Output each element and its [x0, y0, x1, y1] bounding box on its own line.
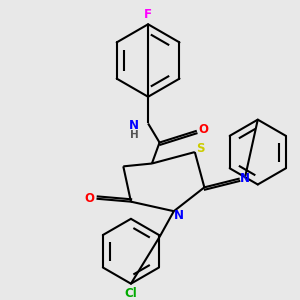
Text: H: H — [130, 130, 139, 140]
Text: F: F — [144, 8, 152, 21]
Text: S: S — [196, 142, 205, 155]
Text: Cl: Cl — [124, 287, 137, 300]
Text: O: O — [198, 123, 208, 136]
Text: N: N — [129, 119, 139, 132]
Text: N: N — [240, 172, 250, 185]
Text: N: N — [174, 209, 184, 223]
Text: O: O — [84, 192, 94, 205]
